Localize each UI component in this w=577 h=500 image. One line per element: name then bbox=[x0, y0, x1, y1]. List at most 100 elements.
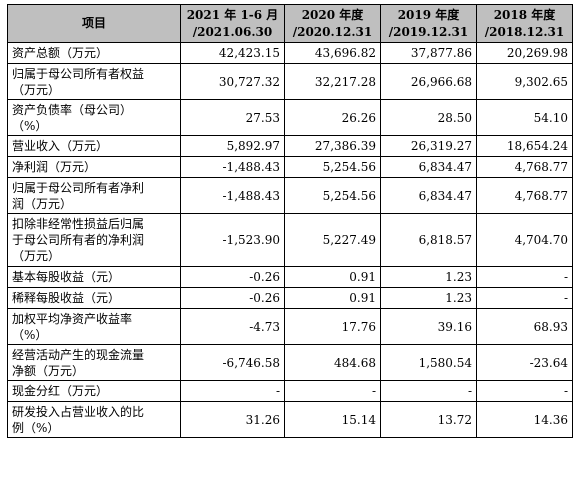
value-2019-cell: 1,580.54 bbox=[380, 344, 477, 381]
table-row: 净利润（万元） -1,488.43 5,254.56 6,834.47 4,768.77 bbox=[7, 156, 573, 178]
value-2018-cell: -23.64 bbox=[476, 344, 573, 381]
row-label-text: 润（万元） bbox=[12, 196, 73, 211]
row-label-text: 例（%） bbox=[12, 420, 60, 435]
value-2021h1-cell: -1,523.90 bbox=[180, 213, 285, 267]
row-label-text: 稀释每股收益（元） bbox=[12, 291, 121, 305]
value-2020-cell: 43,696.82 bbox=[284, 42, 381, 64]
value-2020-cell: 32,217.28 bbox=[284, 63, 381, 100]
value-2018-cell: 68.93 bbox=[476, 308, 573, 345]
row-label-text: 经营活动产生的现金流量 bbox=[12, 347, 145, 362]
value-2021h1-cell: -4.73 bbox=[180, 308, 285, 345]
value-2020-cell: 484.68 bbox=[284, 344, 381, 381]
row-label-text: 研发投入占营业收入的比 bbox=[12, 404, 145, 419]
value-2020-cell: 5,254.56 bbox=[284, 156, 381, 178]
header-text: 项目 bbox=[81, 16, 106, 30]
value-2019-cell: 26,319.27 bbox=[380, 135, 477, 157]
row-label: 经营活动产生的现金流量 净额（万元） bbox=[7, 344, 181, 381]
value-2018-cell: - bbox=[476, 287, 573, 309]
row-label-text: 加权平均净资产收益率 bbox=[12, 311, 133, 326]
row-label-text: （万元） bbox=[12, 249, 61, 263]
header-period-1: 2021 年 1-6 月/2021.06.30 bbox=[180, 4, 285, 43]
table-row: 营业收入（万元） 5,892.97 27,386.39 26,319.27 18,654… bbox=[7, 135, 573, 157]
value-2020-cell: 26.26 bbox=[284, 99, 381, 136]
value-2019-cell: 28.50 bbox=[380, 99, 477, 136]
value-2018-cell: 4,704.70 bbox=[476, 213, 573, 267]
value-2021h1-cell: -1,488.43 bbox=[180, 156, 285, 178]
value-2019-cell: 39.16 bbox=[380, 308, 477, 345]
value-2019-cell: 37,877.86 bbox=[380, 42, 477, 64]
table-row: 稀释每股收益（元） -0.26 0.91 1.23- bbox=[7, 287, 573, 309]
row-label: 基本每股收益（元） bbox=[7, 266, 181, 288]
financial-summary-table: 项目 2021 年 1-6 月/2021.06.30 2020 年度/2020.12… bbox=[7, 4, 573, 438]
value-2018-cell: - bbox=[476, 380, 573, 402]
table-row: 现金分红（万元） - - - - bbox=[7, 380, 573, 402]
value-2020-cell: 5,254.56 bbox=[284, 177, 381, 214]
table-row: 研发投入占营业收入的比 例（%） 31.26 15.14 13.72 14.36 bbox=[7, 401, 573, 438]
row-label-text: 归属于母公司所有者权益 bbox=[12, 66, 145, 81]
header-item-label: 项目 bbox=[7, 4, 181, 43]
row-label-text: 净额（万元） bbox=[12, 363, 85, 378]
row-label: 研发投入占营业收入的比 例（%） bbox=[7, 401, 181, 438]
value-2019-cell: 6,834.47 bbox=[380, 156, 477, 178]
value-2021h1-cell: - bbox=[180, 380, 285, 402]
table-row: 经营活动产生的现金流量 净额（万元） -6,746.58 484.68 1,580.54… bbox=[7, 344, 573, 381]
row-label-text: （%） bbox=[12, 327, 48, 342]
value-2019-cell: 1.23 bbox=[380, 287, 477, 309]
value-2020-cell: 15.14 bbox=[284, 401, 381, 438]
header-text: /2018.12.31 bbox=[484, 24, 565, 39]
header-period-2: 2020 年度/2020.12.31 bbox=[284, 4, 381, 43]
row-label-text: 营业收入（万元） bbox=[12, 139, 109, 153]
value-2018-cell: 4,768.77 bbox=[476, 177, 573, 214]
value-2021h1-cell: 27.53 bbox=[180, 99, 285, 136]
value-2018-cell: 18,654.24 bbox=[476, 135, 573, 157]
header-text: /2019.12.31 bbox=[388, 24, 469, 39]
value-2019-cell: 6,818.57 bbox=[380, 213, 477, 267]
value-2020-cell: 5,227.49 bbox=[284, 213, 381, 267]
row-label: 净利润（万元） bbox=[7, 156, 181, 178]
value-2020-cell: 17.76 bbox=[284, 308, 381, 345]
header-text: 2019 年度 bbox=[397, 7, 460, 22]
row-label-text: 资产负债率（母公司） bbox=[12, 102, 133, 117]
row-label: 稀释每股收益（元） bbox=[7, 287, 181, 309]
value-2018-cell: - bbox=[476, 266, 573, 288]
row-label: 营业收入（万元） bbox=[7, 135, 181, 157]
header-period-4: 2018 年度/2018.12.31 bbox=[476, 4, 573, 43]
header-text: 2021 年 1-6 月 bbox=[186, 7, 279, 22]
row-label: 现金分红（万元） bbox=[7, 380, 181, 402]
header-text: /2020.12.31 bbox=[292, 24, 373, 39]
value-2019-cell: 1.23 bbox=[380, 266, 477, 288]
row-label: 归属于母公司所有者净利 润（万元） bbox=[7, 177, 181, 214]
value-2019-cell: 6,834.47 bbox=[380, 177, 477, 214]
header-period-3: 2019 年度/2019.12.31 bbox=[380, 4, 477, 43]
value-2019-cell: 26,966.68 bbox=[380, 63, 477, 100]
row-label: 资产负债率（母公司） （%） bbox=[7, 99, 181, 136]
value-2018-cell: 20,269.98 bbox=[476, 42, 573, 64]
table-row: 归属于母公司所有者净利 润（万元） -1,488.43 5,254.56 6,834.4… bbox=[7, 177, 573, 214]
value-2021h1-cell: -6,746.58 bbox=[180, 344, 285, 381]
value-2021h1-cell: -0.26 bbox=[180, 266, 285, 288]
table-row: 资产总额（万元） 42,423.15 43,696.82 37,877.86 20,26… bbox=[7, 42, 573, 64]
value-2021h1-cell: 31.26 bbox=[180, 401, 285, 438]
header-row: 项目 2021 年 1-6 月/2021.06.30 2020 年度/2020.12… bbox=[7, 4, 573, 43]
row-label-text: （%） bbox=[12, 118, 48, 133]
value-2018-cell: 9,302.65 bbox=[476, 63, 573, 100]
value-2019-cell: - bbox=[380, 380, 477, 402]
value-2020-cell: 0.91 bbox=[284, 287, 381, 309]
value-2018-cell: 54.10 bbox=[476, 99, 573, 136]
header-text: /2021.06.30 bbox=[192, 24, 273, 39]
row-label-text: （万元） bbox=[12, 82, 61, 97]
row-label-text: 扣除非经常性损益后归属 bbox=[12, 217, 145, 231]
value-2021h1-cell: 30,727.32 bbox=[180, 63, 285, 100]
row-label-text: 基本每股收益（元） bbox=[12, 270, 121, 284]
row-label-text: 归属于母公司所有者净利 bbox=[12, 180, 145, 195]
table-body: 资产总额（万元） 42,423.15 43,696.82 37,877.86 20,26… bbox=[7, 42, 573, 438]
value-2018-cell: 14.36 bbox=[476, 401, 573, 438]
row-label-text: 资产总额（万元） bbox=[12, 46, 109, 60]
value-2021h1-cell: 42,423.15 bbox=[180, 42, 285, 64]
table-row: 加权平均净资产收益率 （%） -4.73 17.76 39.16 68.93 bbox=[7, 308, 573, 345]
header-text: 2020 年度 bbox=[301, 7, 364, 22]
row-label: 归属于母公司所有者权益 （万元） bbox=[7, 63, 181, 100]
value-2018-cell: 4,768.77 bbox=[476, 156, 573, 178]
table-row: 扣除非经常性损益后归属 于母公司所有者的净利润 （万元） -1,523.90 5,227… bbox=[7, 213, 573, 267]
value-2019-cell: 13.72 bbox=[380, 401, 477, 438]
